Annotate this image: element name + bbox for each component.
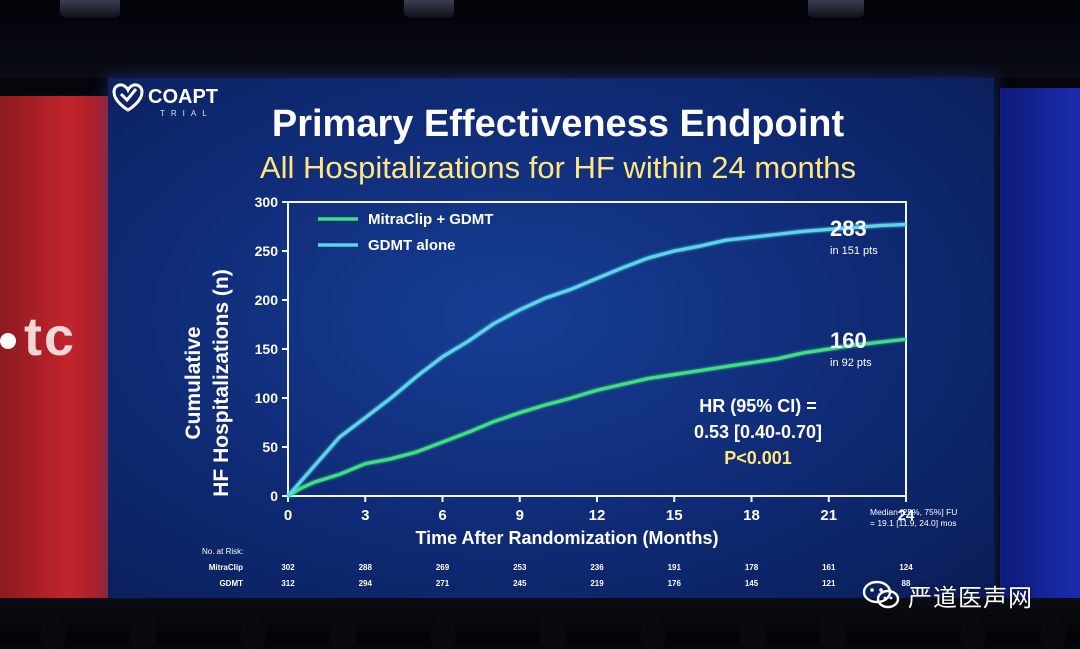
at-risk-value: 124: [899, 563, 913, 572]
number-at-risk-table: No. at Risk: MitraClip 302 288 269 253 236 191…: [202, 547, 913, 588]
logo-sub: TRIAL: [160, 109, 213, 118]
audience-head: [130, 615, 156, 649]
at-risk-value: 145: [745, 579, 759, 588]
projection-screen: COAPT TRIAL Primary Effectiveness Endpoi…: [108, 78, 994, 608]
audience-head: [960, 615, 986, 649]
y-tick-label: 150: [255, 341, 279, 357]
x-tick-label: 15: [666, 507, 683, 524]
stage-backdrop-right: [1000, 88, 1080, 598]
ceiling-light: [60, 0, 120, 18]
ceiling-light: [808, 0, 864, 18]
x-axis-title: Time After Randomization (Months): [416, 528, 719, 548]
chart-subtitle: All Hospitalizations for HF within 24 mo…: [260, 150, 856, 185]
y-axis-title-line1: Cumulative: [182, 326, 205, 439]
backdrop-logo-text: tc: [24, 307, 77, 367]
at-risk-value: 302: [281, 563, 295, 572]
legend: MitraClip + GDMT GDMT alone: [318, 211, 493, 254]
end-note-label: in 92 pts: [830, 357, 872, 369]
end-labels: 283 in 151 pts 160 in 92 pts: [830, 216, 878, 369]
watermark-text: 严道医声网: [908, 583, 1033, 612]
stage-backdrop-logo: tc: [0, 306, 76, 368]
y-axis-title-line2: HF Hospitalizations (n): [210, 269, 233, 497]
y-tick-label: 300: [255, 194, 279, 210]
median-fu-line2: = 19.1 [11.9, 24.0] mos: [870, 518, 957, 528]
audience-head: [240, 615, 266, 649]
x-tick-label: 9: [516, 507, 524, 524]
at-risk-value: 294: [359, 579, 373, 588]
audience-head: [820, 615, 846, 649]
median-fu-line1: Median [25%, 75%] FU: [870, 507, 957, 517]
legend-label: MitraClip + GDMT: [368, 211, 493, 228]
y-tick-label: 250: [255, 243, 279, 259]
at-risk-header: No. at Risk:: [202, 547, 243, 556]
at-risk-value: 121: [822, 579, 836, 588]
audience-head: [1040, 615, 1066, 649]
watermark: 严道医声网: [862, 578, 1033, 612]
stage-backdrop-left: [0, 96, 112, 616]
audience-head: [640, 615, 666, 649]
ceiling: [0, 0, 1080, 78]
legend-label: GDMT alone: [368, 237, 456, 254]
check-mark-icon: [119, 88, 138, 103]
coapt-logo: COAPT TRIAL: [112, 83, 218, 118]
at-risk-value: 271: [436, 579, 450, 588]
audience-head: [330, 615, 356, 649]
x-tick-label: 24: [898, 507, 915, 524]
end-value-label: 160: [830, 328, 867, 353]
at-risk-value: 176: [668, 579, 682, 588]
at-risk-value: 253: [513, 563, 527, 572]
x-tick-label: 0: [284, 507, 292, 524]
y-tick-label: 50: [262, 439, 278, 455]
at-risk-value: 288: [359, 563, 373, 572]
ceiling-light: [404, 0, 454, 18]
audience-head: [40, 615, 66, 649]
hr-line2: 0.53 [0.40-0.70]: [694, 422, 822, 442]
x-tick-label: 21: [820, 507, 837, 524]
at-risk-value: 88: [902, 579, 911, 588]
at-risk-value: 219: [590, 579, 604, 588]
at-risk-value: 269: [436, 563, 450, 572]
y-tick-label: 200: [255, 292, 279, 308]
series-lines: [286, 222, 907, 498]
chart-title: Primary Effectiveness Endpoint: [272, 103, 845, 145]
x-tick-label: 3: [361, 507, 369, 524]
series-line-mitraclip: [287, 337, 907, 498]
logo-name: COAPT: [148, 86, 218, 108]
y-axis: 0 50 100 150 200 250 300: [255, 194, 288, 504]
hr-line1: HR (95% CI) =: [699, 396, 817, 416]
audience-head: [540, 615, 566, 649]
audience-head: [740, 615, 766, 649]
end-value-label: 283: [830, 216, 867, 241]
at-risk-value: 178: [745, 563, 759, 572]
hazard-ratio-annotation: HR (95% CI) = 0.53 [0.40-0.70] P<0.001: [694, 396, 822, 468]
x-tick-label: 18: [743, 507, 760, 524]
at-risk-row-label: MitraClip: [209, 563, 243, 572]
audience-head: [430, 615, 456, 649]
at-risk-value: 161: [822, 563, 836, 572]
x-axis: 0 3 6 9 12 15 18 21 24: [284, 496, 915, 524]
x-tick-label: 12: [589, 507, 606, 524]
wechat-icon: [862, 580, 900, 609]
series-line-gdmt: [286, 222, 907, 498]
y-tick-label: 100: [255, 390, 279, 406]
at-risk-value: 191: [668, 563, 682, 572]
at-risk-value: 236: [590, 563, 604, 572]
end-note-label: in 151 pts: [830, 245, 878, 257]
x-tick-label: 6: [438, 507, 446, 524]
backdrop-dot: [0, 332, 16, 349]
y-tick-label: 0: [270, 488, 278, 504]
at-risk-value: 312: [281, 579, 295, 588]
p-value: P<0.001: [724, 448, 792, 468]
at-risk-row-label: GDMT: [219, 579, 243, 588]
at-risk-value: 245: [513, 579, 527, 588]
slide: COAPT TRIAL Primary Effectiveness Endpoi…: [112, 83, 957, 588]
heart-check-icon: [112, 83, 144, 112]
